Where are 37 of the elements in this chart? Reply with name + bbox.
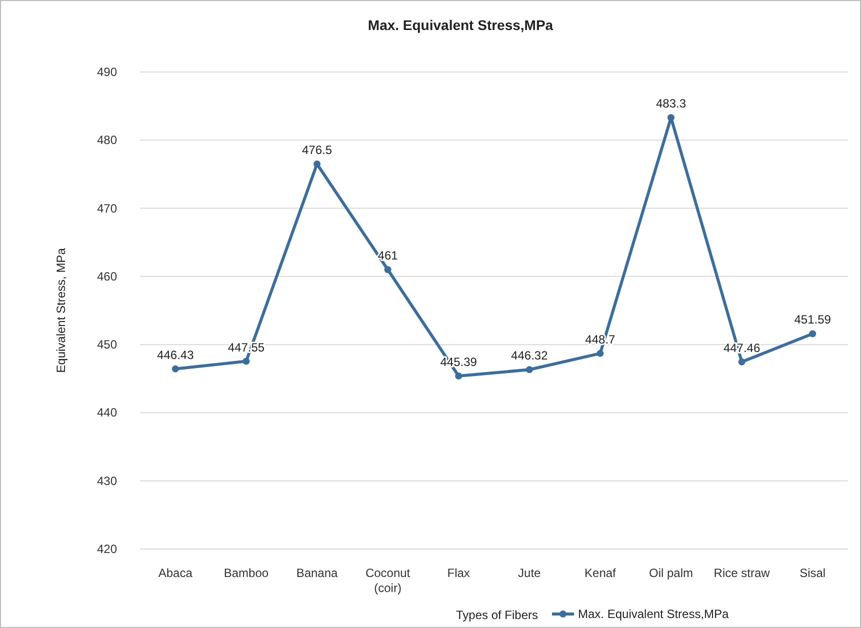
chart-title: Max. Equivalent Stress,MPa bbox=[368, 17, 554, 33]
y-tick-label: 420 bbox=[96, 542, 118, 556]
x-tick-label: Kenaf bbox=[584, 566, 617, 580]
x-tick-label: Banana bbox=[296, 566, 338, 580]
y-tick-label: 450 bbox=[96, 338, 118, 352]
legend-label: Max. Equivalent Stress,MPa bbox=[578, 607, 730, 621]
y-tick-label: 470 bbox=[96, 201, 118, 216]
x-tick-label: Oil palm bbox=[648, 566, 694, 580]
y-tick-label: 490 bbox=[96, 65, 118, 79]
x-tick-label: Rice straw bbox=[714, 566, 770, 580]
point bbox=[242, 358, 250, 365]
y-tick-label: 460 bbox=[96, 269, 118, 284]
point bbox=[384, 266, 392, 274]
data-label: 446.32 bbox=[511, 348, 548, 363]
point bbox=[172, 365, 179, 372]
y-tick-label: 440 bbox=[96, 406, 118, 420]
x-axis-title: Types of Fibers bbox=[456, 608, 538, 622]
data-label: 446.43 bbox=[157, 348, 194, 362]
data-label: 451.59 bbox=[794, 312, 832, 327]
point bbox=[314, 160, 320, 168]
x-tick-label: Coconut (coir) bbox=[365, 566, 411, 595]
x-tick-label: Jute bbox=[518, 566, 542, 580]
point bbox=[738, 358, 746, 366]
y-tick-label: 480 bbox=[96, 133, 118, 148]
data-label: 483.3 bbox=[656, 96, 686, 111]
x-tick-label: Abaca bbox=[158, 566, 193, 580]
point bbox=[526, 366, 533, 374]
y-axis-title: Equivalent Stress, MPa bbox=[54, 248, 68, 373]
y-tick-label: 430 bbox=[96, 474, 118, 488]
x-tick-label: Bamboo bbox=[224, 566, 269, 580]
point bbox=[668, 114, 674, 122]
x-tick-label: Flax bbox=[447, 566, 470, 580]
data-label: 476.5 bbox=[302, 142, 332, 157]
point bbox=[455, 372, 462, 380]
point bbox=[809, 330, 816, 338]
x-tick-label: Sisal bbox=[800, 566, 826, 580]
point bbox=[596, 350, 604, 357]
